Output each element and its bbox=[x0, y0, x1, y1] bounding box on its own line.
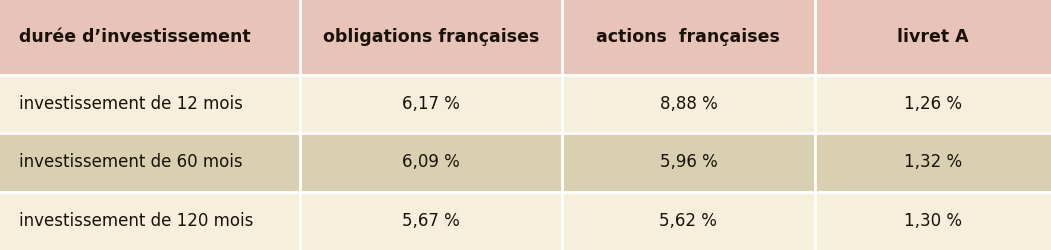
Text: investissement de 12 mois: investissement de 12 mois bbox=[19, 95, 243, 113]
Text: 5,67 %: 5,67 % bbox=[403, 212, 459, 230]
Text: 6,17 %: 6,17 % bbox=[401, 95, 460, 113]
Bar bbox=[0, 75, 1051, 133]
Text: durée d’investissement: durée d’investissement bbox=[19, 28, 250, 46]
Text: 5,62 %: 5,62 % bbox=[659, 212, 718, 230]
Text: actions  françaises: actions françaises bbox=[597, 28, 780, 46]
Bar bbox=[0, 0, 1051, 75]
Bar bbox=[0, 192, 1051, 250]
Bar bbox=[0, 133, 1051, 192]
Text: investissement de 60 mois: investissement de 60 mois bbox=[19, 154, 243, 172]
Text: obligations françaises: obligations françaises bbox=[323, 28, 539, 46]
Text: 8,88 %: 8,88 % bbox=[660, 95, 717, 113]
Text: 6,09 %: 6,09 % bbox=[403, 154, 459, 172]
Text: 1,26 %: 1,26 % bbox=[904, 95, 962, 113]
Text: investissement de 120 mois: investissement de 120 mois bbox=[19, 212, 253, 230]
Text: 1,32 %: 1,32 % bbox=[904, 154, 962, 172]
Text: 5,96 %: 5,96 % bbox=[660, 154, 717, 172]
Text: livret A: livret A bbox=[897, 28, 969, 46]
Text: 1,30 %: 1,30 % bbox=[904, 212, 962, 230]
